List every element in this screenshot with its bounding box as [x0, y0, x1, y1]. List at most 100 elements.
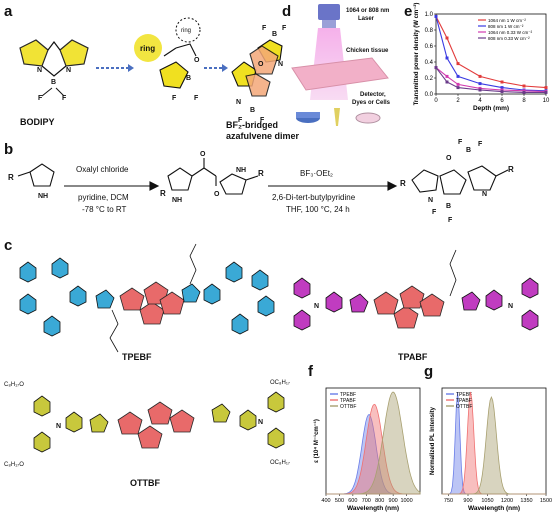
svg-text:N: N — [56, 423, 61, 430]
data-point — [478, 88, 482, 92]
data-point — [522, 84, 526, 88]
panel-label-e: e — [404, 3, 412, 20]
x-tick-label: 800 — [375, 498, 384, 504]
bodipy-label: BODIPY — [20, 117, 55, 127]
ottbf-structure — [33, 391, 285, 453]
data-point — [445, 80, 449, 84]
step1-solvent: pyridine, DCM — [78, 193, 129, 202]
x-tick-label: 6 — [500, 98, 504, 104]
svg-text:NH: NH — [38, 193, 48, 200]
data-point — [478, 74, 482, 78]
data-point — [445, 36, 449, 40]
panel-c-molecules: TPEBF N N TPABF — [4, 243, 539, 488]
ring-label-2: ring — [181, 28, 191, 34]
legend-entry: TPABF — [456, 398, 472, 404]
data-point — [500, 88, 504, 92]
data-point — [500, 80, 504, 84]
legend-entry: 1064 nm 0.33 W cm⁻² — [488, 30, 533, 35]
step1-temp: -78 °C to RT — [82, 205, 127, 214]
svg-text:F: F — [38, 95, 43, 102]
detector-label-2: Dyes or Cells — [352, 100, 391, 106]
svg-text:F: F — [238, 117, 243, 124]
svg-text:N: N — [314, 303, 319, 310]
data-point — [544, 86, 548, 90]
ring-label-1: ring — [140, 44, 155, 53]
x-tick-label: 600 — [348, 498, 357, 504]
y-axis-label: ε (10⁴ M⁻¹cm⁻¹) — [313, 419, 320, 463]
y-axis-label: Normalized PL Intensity — [430, 406, 436, 475]
bodipy-structure — [19, 39, 89, 77]
svg-text:N: N — [508, 303, 513, 310]
tube-icon — [334, 108, 340, 126]
svg-text:R: R — [160, 189, 166, 198]
svg-text:N: N — [66, 67, 71, 74]
tpebf-label: TPEBF — [122, 352, 152, 362]
x-axis-label: Wavelength (nm) — [347, 505, 399, 512]
chicken-tissue — [291, 57, 389, 91]
tpabf-label: TPABF — [398, 352, 428, 362]
data-point — [522, 90, 526, 94]
y-tick-label: 0.2 — [425, 76, 434, 82]
svg-text:B: B — [466, 147, 471, 154]
panel-label-b: b — [4, 141, 13, 158]
x-tick-label: 700 — [362, 498, 371, 504]
data-point — [500, 86, 504, 90]
panel-label-d: d — [282, 3, 291, 20]
svg-text:B: B — [250, 107, 255, 114]
legend-entry: TPABF — [340, 398, 356, 404]
svg-text:N: N — [482, 191, 487, 198]
svg-text:R: R — [258, 169, 264, 178]
x-tick-label: 1200 — [501, 498, 513, 504]
y-tick-label: 0.6 — [425, 44, 434, 50]
x-tick-label: 1500 — [540, 498, 552, 504]
data-point — [434, 66, 438, 70]
svg-text:F: F — [172, 95, 177, 102]
legend-entry: TPEBF — [456, 392, 472, 398]
svg-text:F: F — [260, 117, 265, 124]
step1-reagent: Oxalyl chloride — [76, 165, 129, 174]
svg-text:F: F — [282, 25, 287, 32]
data-point — [478, 86, 482, 90]
data-point — [456, 74, 460, 78]
svg-text:F: F — [448, 217, 453, 224]
x-tick-label: 1000 — [400, 498, 412, 504]
legend-entry: TPEBF — [340, 392, 356, 398]
data-point — [500, 90, 504, 94]
svg-text:F: F — [432, 209, 437, 216]
data-point — [522, 89, 526, 93]
panel-label-g: g — [424, 363, 433, 380]
panel-label-c: c — [4, 237, 12, 254]
legend-entry: 808 nm 0.33 W cm⁻² — [488, 36, 530, 41]
svg-text:R: R — [400, 179, 406, 188]
x-axis-label: Depth (mm) — [473, 105, 509, 112]
panel-label-f: f — [308, 363, 314, 380]
x-tick-label: 1350 — [520, 498, 532, 504]
plot-frame — [435, 13, 547, 95]
data-point — [445, 74, 449, 78]
svg-text:F: F — [194, 95, 199, 102]
tpebf-structure — [19, 243, 275, 353]
ottbf-label: OTTBF — [130, 478, 160, 488]
data-point — [456, 62, 460, 66]
svg-text:O: O — [194, 57, 200, 64]
intermediate-structure — [134, 17, 201, 89]
y-tick-label: 0.4 — [425, 60, 434, 66]
svg-text:R: R — [508, 165, 514, 174]
svg-text:O: O — [258, 61, 264, 68]
dimer-label-2: azafulvene dimer — [226, 131, 300, 141]
panel-a-schematic: N N B F F BODIPY ring ring O B F F — [19, 17, 300, 141]
svg-text:O: O — [446, 155, 452, 162]
laser-head — [318, 4, 340, 20]
laser-label-2: Laser — [358, 16, 375, 22]
svg-text:B: B — [272, 31, 277, 38]
legend-entry: OTTBF — [340, 404, 356, 410]
chart-e: 0 2 4 6 8 10 0.0 0.2 0.4 0.6 0.8 1.0 Depth (mm) Trans… — [413, 3, 550, 112]
dish-icon — [355, 112, 381, 124]
legend-entry: OTTBF — [456, 404, 472, 410]
svg-text:N: N — [37, 67, 42, 74]
svg-text:R: R — [8, 173, 14, 182]
diketone-left-ring — [167, 167, 193, 191]
ottbf-sub-tl: C₈H₁₇O — [4, 382, 24, 388]
diketone-right-ring — [219, 173, 247, 195]
